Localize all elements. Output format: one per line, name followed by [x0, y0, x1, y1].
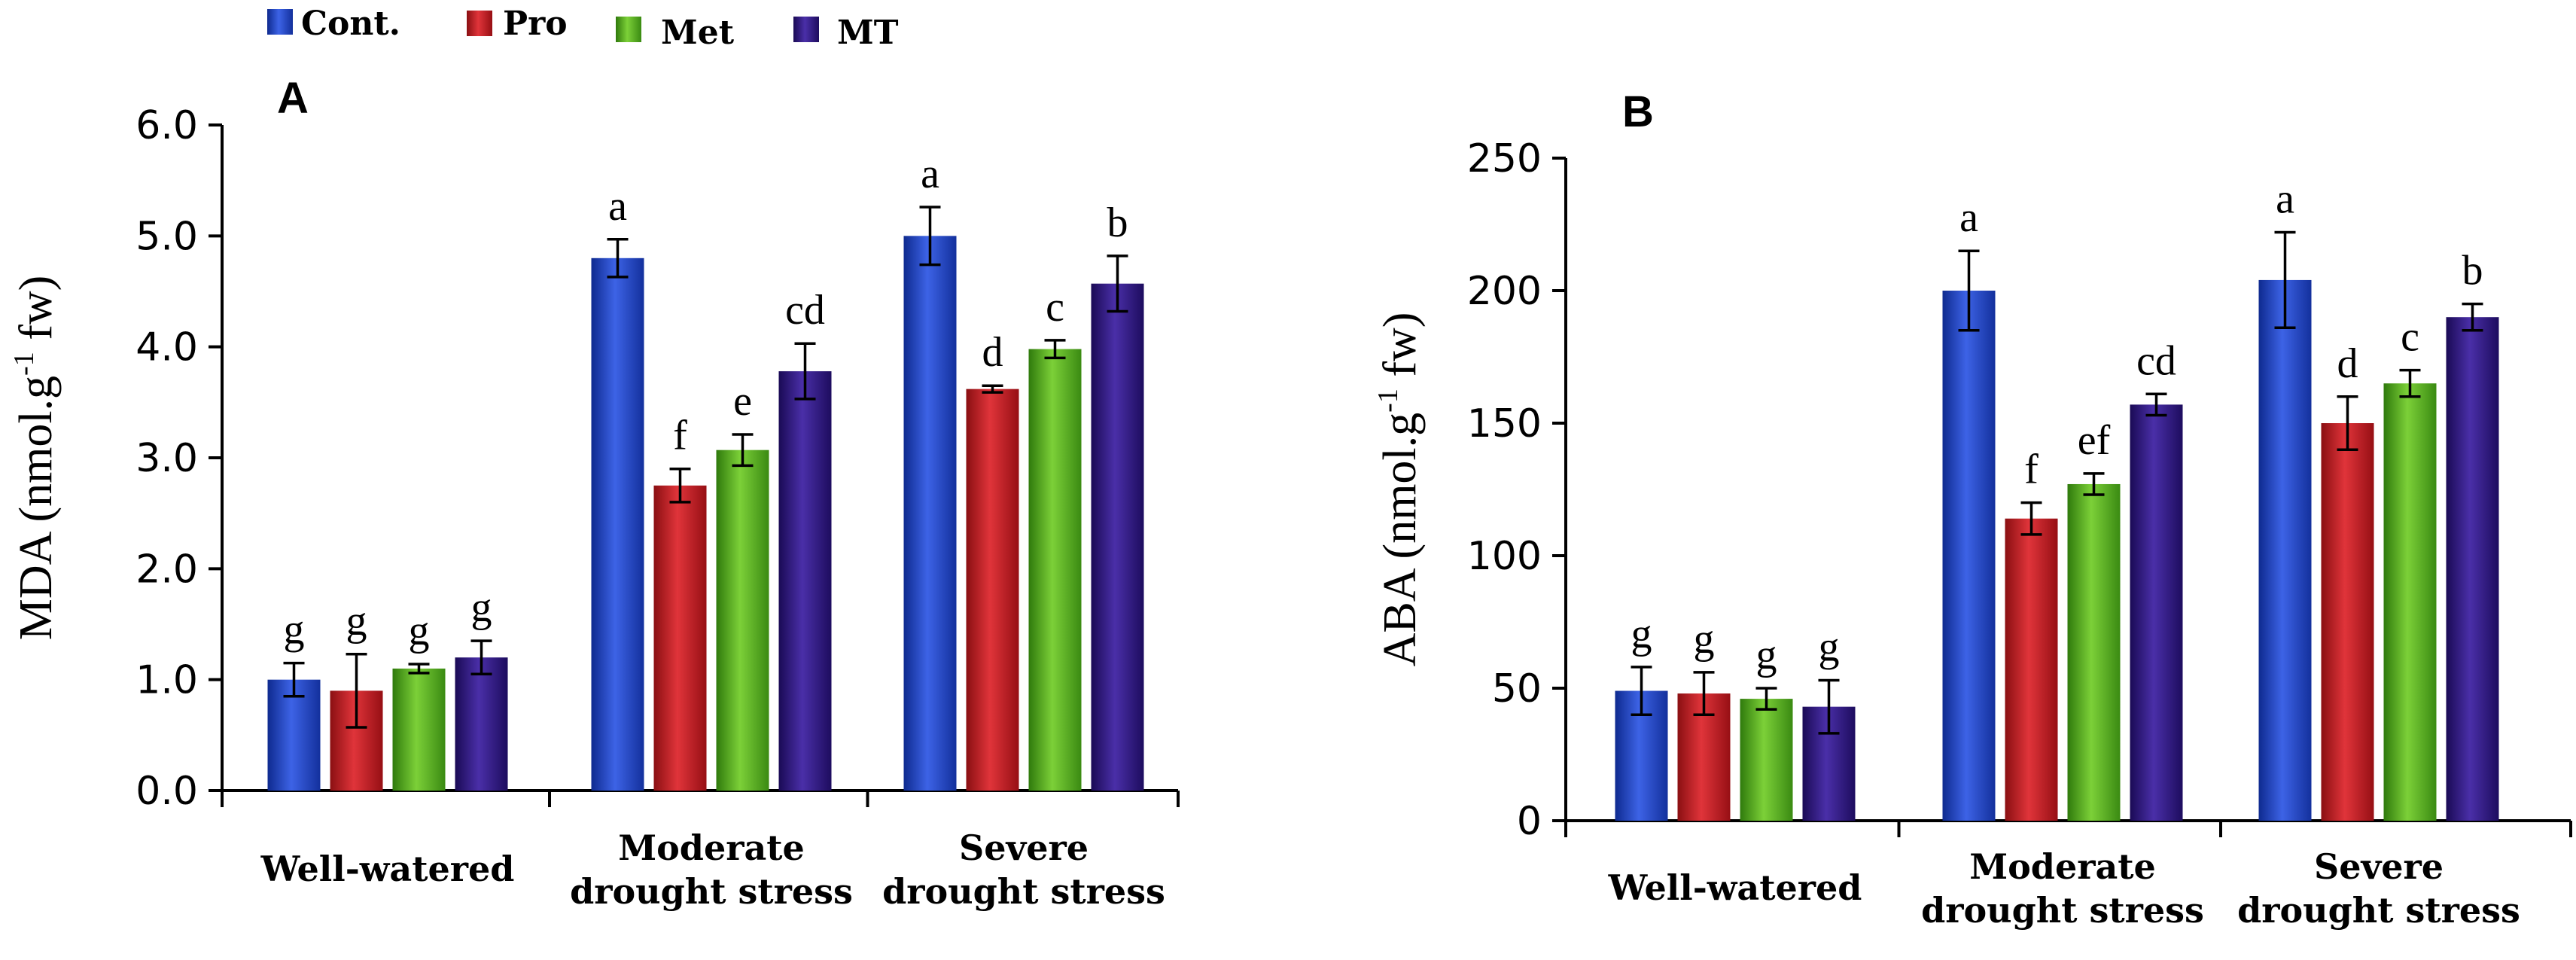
- legend-label-met: Met: [661, 14, 735, 52]
- bar-met: [1740, 699, 1793, 821]
- legend-swatch-cont: [267, 9, 293, 35]
- bar-pro: [966, 389, 1019, 791]
- significance-letter: g: [1819, 623, 1840, 670]
- bar-met: [392, 668, 446, 791]
- y-tick-label: 100: [1467, 534, 1542, 579]
- bar-met: [2067, 483, 2121, 821]
- bar-pro: [2005, 518, 2058, 821]
- y-axis-title-main: MDA (nmol.g: [11, 376, 62, 640]
- y-tick-label: 250: [1467, 136, 1542, 181]
- significance-letter: d: [2337, 340, 2358, 387]
- y-tick-label: 5.0: [135, 214, 198, 259]
- significance-letter: g: [284, 607, 305, 654]
- significance-letter: c: [1046, 284, 1064, 331]
- bar-cont: [267, 679, 321, 791]
- legend-swatch-pro: [467, 11, 492, 36]
- legend-swatch-met: [616, 17, 641, 42]
- bar-mt: [1091, 283, 1144, 791]
- significance-letter: g: [1756, 632, 1777, 678]
- significance-letter: c: [2401, 314, 2419, 361]
- y-tick-label: 50: [1492, 666, 1542, 712]
- significance-letter: cd: [2136, 337, 2176, 384]
- bar-met: [716, 450, 769, 791]
- legend-label-pro: Pro: [503, 5, 568, 43]
- y-tick-label: 150: [1467, 401, 1542, 446]
- y-axis-title-end: fw): [11, 276, 62, 352]
- significance-letter: a: [921, 151, 939, 197]
- y-axis-title: MDA (nmol.g-1 fw): [8, 276, 62, 641]
- significance-letter: a: [2276, 176, 2294, 223]
- legend: Cont. Pro Met MT: [267, 5, 899, 52]
- y-tick-label: 1.0: [135, 658, 198, 703]
- significance-letter: ef: [2078, 417, 2111, 464]
- x-category-label: drought stress: [882, 871, 1165, 912]
- significance-letter: b: [1107, 200, 1128, 246]
- significance-letter: g: [471, 584, 492, 631]
- x-category-label: drought stress: [1921, 890, 2204, 931]
- y-axis-title-end: fw): [1375, 312, 1426, 389]
- x-category-label: Moderate: [1969, 846, 2156, 887]
- y-axis-title-superscript: -1: [1372, 389, 1404, 413]
- bar-cont: [1942, 291, 1996, 821]
- legend-item-mt: MT: [793, 14, 899, 52]
- significance-letter: g: [1694, 616, 1715, 663]
- y-tick-label: 0: [1517, 799, 1542, 844]
- bar-pro: [653, 485, 707, 791]
- y-axis-title: ABA (nmol.g-1 fw): [1372, 312, 1426, 667]
- panel-b-aba-chart: B 0 50 100 150 200 250 ABA (nmol.g-1 fw) Well-wa…: [1372, 87, 2572, 931]
- legend-item-cont: Cont.: [267, 5, 400, 43]
- x-category-label: Well-watered: [260, 849, 515, 889]
- significance-letter: f: [673, 413, 687, 459]
- bar-mt: [455, 657, 508, 791]
- y-tick-label: 3.0: [135, 436, 198, 481]
- significance-letter: g: [1631, 611, 1652, 657]
- significance-letter: e: [733, 378, 752, 425]
- significance-letter: f: [2024, 446, 2039, 493]
- y-tick-label: 0.0: [135, 769, 198, 814]
- legend-item-met: Met: [616, 14, 735, 52]
- bar-cont: [903, 236, 957, 791]
- y-tick-label: 2.0: [135, 547, 198, 592]
- y-axis-title-main: ABA (nmol.g: [1375, 413, 1426, 667]
- significance-letter: d: [982, 329, 1003, 376]
- significance-letter: g: [346, 598, 367, 645]
- y-tick-label: 200: [1467, 269, 1542, 314]
- bar-cont: [591, 258, 644, 791]
- x-category-label: Well-watered: [1608, 867, 1862, 908]
- bar-cont: [2258, 279, 2312, 821]
- bar-mt: [2130, 404, 2183, 821]
- significance-letter: cd: [785, 287, 825, 334]
- y-axis-title-superscript: -1: [8, 352, 40, 376]
- legend-swatch-mt: [793, 17, 819, 42]
- legend-label-cont: Cont.: [301, 5, 400, 43]
- y-tick-label: 4.0: [135, 325, 198, 370]
- legend-label-mt: MT: [837, 14, 899, 52]
- panel-letter: A: [277, 74, 309, 123]
- bar-mt: [2446, 317, 2499, 821]
- y-tick-label: 6.0: [135, 103, 198, 148]
- bar-met: [2383, 383, 2437, 821]
- significance-letter: g: [409, 608, 430, 654]
- significance-letter: a: [1959, 194, 1978, 241]
- panel-a-mda-chart: A 0.0 1.0 2.0 3.0 4.0 5.0 6.0 MDA (nmol.g-1 fw) W…: [8, 74, 1180, 912]
- x-category-label: Severe: [959, 827, 1089, 868]
- x-category-label: Severe: [2314, 846, 2444, 887]
- legend-item-pro: Pro: [467, 5, 568, 43]
- bar-pro: [2321, 423, 2374, 821]
- panel-letter: B: [1622, 87, 1654, 136]
- bar-met: [1028, 349, 1082, 791]
- significance-letter: a: [608, 183, 627, 230]
- bar-mt: [778, 371, 832, 791]
- x-category-label: drought stress: [2237, 890, 2520, 931]
- x-category-label: drought stress: [570, 871, 853, 912]
- x-category-label: Moderate: [618, 827, 805, 868]
- significance-letter: b: [2462, 248, 2483, 294]
